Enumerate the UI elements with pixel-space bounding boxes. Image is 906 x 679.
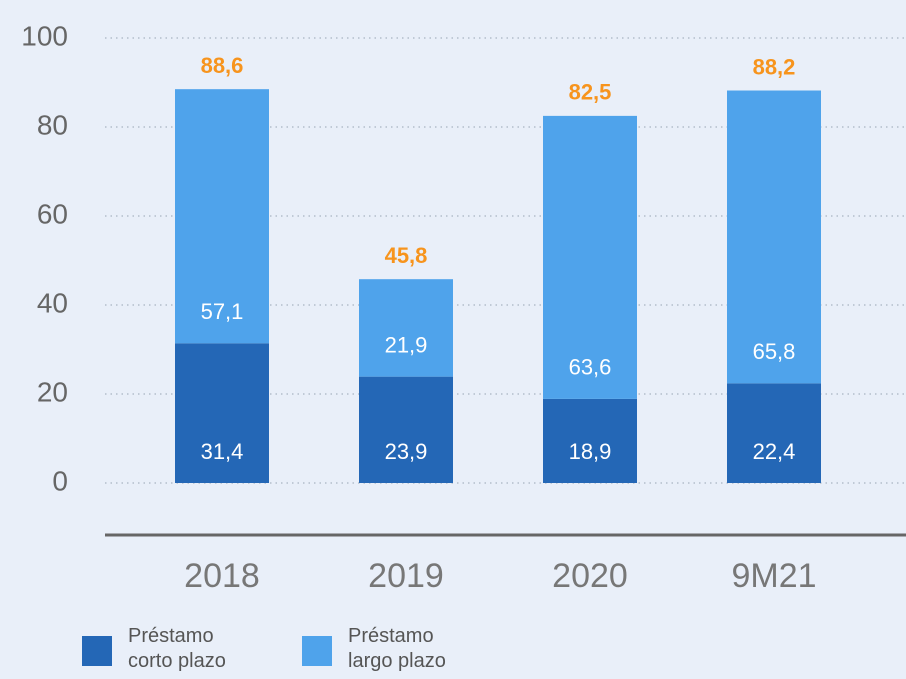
data-label: 23,9 [385, 439, 428, 464]
bar-segment [727, 90, 821, 384]
x-tick-label: 2019 [368, 557, 444, 595]
data-label: 63,6 [569, 355, 612, 380]
data-label: 22,4 [753, 439, 796, 464]
y-tick-label: 40 [37, 287, 68, 318]
y-tick-label: 20 [37, 376, 68, 407]
data-label: 57,1 [201, 299, 244, 324]
bar-segment [359, 279, 453, 377]
bar-segment [727, 383, 821, 483]
legend-label: Préstamo corto plazo [128, 625, 226, 672]
y-tick-label: 60 [37, 198, 68, 229]
data-label: 31,4 [201, 439, 244, 464]
x-tick-label: 9M21 [731, 557, 816, 595]
legend-item: Préstamo largo plazo [302, 624, 468, 674]
total-label: 82,5 [569, 80, 612, 105]
bar-segment [543, 115, 637, 399]
legend-item: Préstamo corto plazo [82, 624, 248, 674]
y-tick-label: 80 [37, 109, 68, 140]
y-tick-label: 100 [21, 20, 68, 51]
data-label: 18,9 [569, 439, 612, 464]
legend-swatch [302, 636, 332, 666]
y-tick-label: 0 [52, 465, 68, 496]
legend-label: Préstamo largo plazo [348, 625, 446, 672]
total-label: 45,8 [385, 243, 428, 268]
x-tick-label: 2018 [184, 557, 260, 595]
data-label: 21,9 [385, 332, 428, 357]
bar-segment [175, 343, 269, 483]
data-label: 65,8 [753, 339, 796, 364]
total-label: 88,2 [753, 54, 796, 79]
bar-segment [359, 376, 453, 483]
bar-segment [543, 398, 637, 483]
x-tick-label: 2020 [552, 557, 628, 595]
legend-swatch [82, 636, 112, 666]
total-label: 88,6 [201, 53, 244, 78]
bar-segment [175, 89, 269, 344]
